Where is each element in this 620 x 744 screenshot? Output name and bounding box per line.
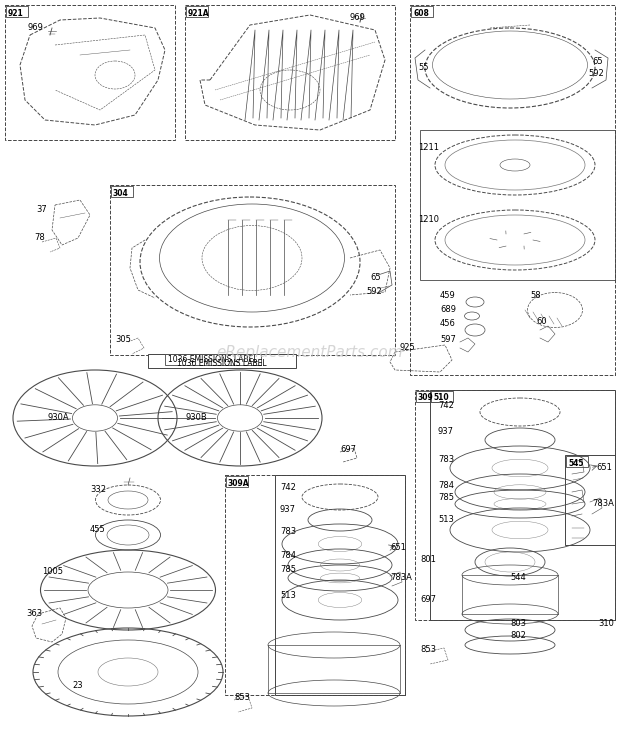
Bar <box>6 6 28 17</box>
Text: 513: 513 <box>280 591 296 600</box>
Text: 785: 785 <box>438 493 454 502</box>
Text: 783A: 783A <box>592 499 614 508</box>
Bar <box>5 5 175 140</box>
Text: 23: 23 <box>72 682 82 690</box>
Text: 545: 545 <box>568 458 583 467</box>
Text: 803: 803 <box>510 620 526 629</box>
Text: 783A: 783A <box>390 574 412 583</box>
Text: 309: 309 <box>418 394 434 403</box>
Text: 310: 310 <box>598 620 614 629</box>
Text: 363: 363 <box>26 609 42 618</box>
Text: 801: 801 <box>420 556 436 565</box>
Bar <box>565 455 615 545</box>
Text: 930A: 930A <box>48 414 69 423</box>
Bar <box>186 6 208 17</box>
Text: 651: 651 <box>596 464 612 472</box>
Bar <box>165 354 261 365</box>
Bar <box>111 186 133 197</box>
Text: 78: 78 <box>34 234 45 243</box>
Text: 697: 697 <box>340 446 356 455</box>
Text: 969: 969 <box>28 24 44 33</box>
Text: 921A: 921A <box>188 8 210 18</box>
Bar <box>415 390 615 620</box>
Text: 742: 742 <box>438 400 454 409</box>
Text: 309A: 309A <box>228 478 250 487</box>
Text: 456: 456 <box>440 319 456 329</box>
Text: 689: 689 <box>440 306 456 315</box>
Bar <box>416 391 438 402</box>
Bar <box>226 476 248 487</box>
Text: 60: 60 <box>536 318 547 327</box>
Text: 1211: 1211 <box>418 144 439 153</box>
Text: 969: 969 <box>350 13 366 22</box>
Text: 651: 651 <box>390 544 406 553</box>
Text: 785: 785 <box>280 565 296 574</box>
Text: 332: 332 <box>90 486 106 495</box>
Bar <box>430 390 615 620</box>
Text: 459: 459 <box>440 292 456 301</box>
Text: 305: 305 <box>115 336 131 344</box>
Bar <box>420 130 615 280</box>
Text: 592: 592 <box>366 286 382 295</box>
Text: 513: 513 <box>438 516 454 525</box>
Text: 853: 853 <box>420 646 436 655</box>
Text: 930B: 930B <box>185 414 206 423</box>
Bar <box>431 391 453 402</box>
Text: 455: 455 <box>90 525 106 534</box>
Text: eReplacementParts.com: eReplacementParts.com <box>216 344 404 359</box>
Text: 1210: 1210 <box>418 216 439 225</box>
Bar <box>225 475 405 695</box>
Text: 510: 510 <box>433 394 449 403</box>
Text: 784: 784 <box>280 551 296 560</box>
Bar <box>566 456 588 467</box>
Text: 921: 921 <box>8 8 24 18</box>
Text: 55: 55 <box>418 63 428 72</box>
Text: 1005: 1005 <box>42 568 63 577</box>
Text: 853: 853 <box>234 693 250 702</box>
Bar <box>411 6 433 17</box>
Text: 742: 742 <box>280 484 296 493</box>
Text: 592: 592 <box>588 69 604 79</box>
Text: 1036 EMISSIONS LABEL: 1036 EMISSIONS LABEL <box>168 356 258 365</box>
Bar <box>110 185 395 355</box>
Text: 65: 65 <box>592 57 603 66</box>
Text: 802: 802 <box>510 632 526 641</box>
Text: 544: 544 <box>510 574 526 583</box>
Bar <box>410 5 615 375</box>
Text: 925: 925 <box>400 344 416 353</box>
Text: 58: 58 <box>530 292 541 301</box>
Text: 937: 937 <box>280 505 296 515</box>
Text: 937: 937 <box>438 428 454 437</box>
Bar <box>275 475 405 695</box>
Text: 783: 783 <box>280 527 296 536</box>
Text: 784: 784 <box>438 481 454 490</box>
Bar <box>148 354 296 368</box>
Text: 608: 608 <box>413 8 429 18</box>
Text: 304: 304 <box>113 188 129 197</box>
Text: 783: 783 <box>438 455 454 464</box>
Text: 1036 EMISSIONS LABEL: 1036 EMISSIONS LABEL <box>177 359 267 368</box>
Text: 65: 65 <box>370 274 381 283</box>
Text: 597: 597 <box>440 336 456 344</box>
Bar <box>185 5 395 140</box>
Text: 697: 697 <box>420 595 436 604</box>
Text: 37: 37 <box>36 205 46 214</box>
